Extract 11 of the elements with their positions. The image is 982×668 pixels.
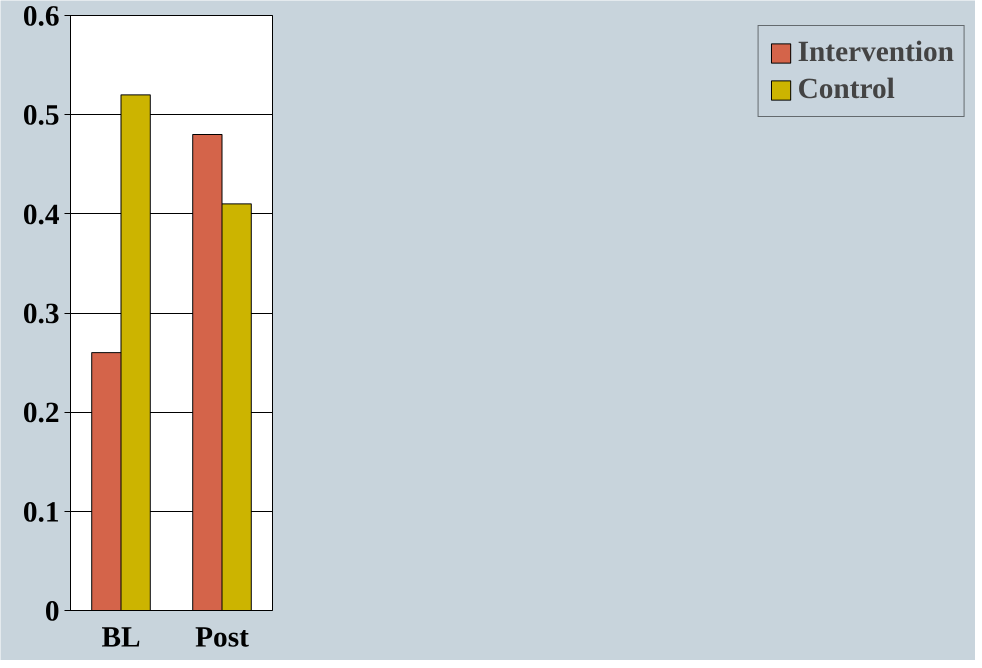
legend-label: Control xyxy=(798,73,895,106)
y-tick-label: 0.4 xyxy=(22,198,60,231)
y-tick-label: 0 xyxy=(44,596,60,628)
x-tick-label: Post xyxy=(195,622,250,654)
x-tick-label: BL xyxy=(101,622,141,654)
y-tick-label: 0.2 xyxy=(22,397,60,430)
y-tick-label: 0.3 xyxy=(22,298,60,330)
y-tick-label: 0.1 xyxy=(22,496,60,528)
y-tick-label: 0.6 xyxy=(22,0,60,32)
legend-label: Intervention xyxy=(798,36,954,69)
y-tick-label: 0.5 xyxy=(22,100,60,132)
